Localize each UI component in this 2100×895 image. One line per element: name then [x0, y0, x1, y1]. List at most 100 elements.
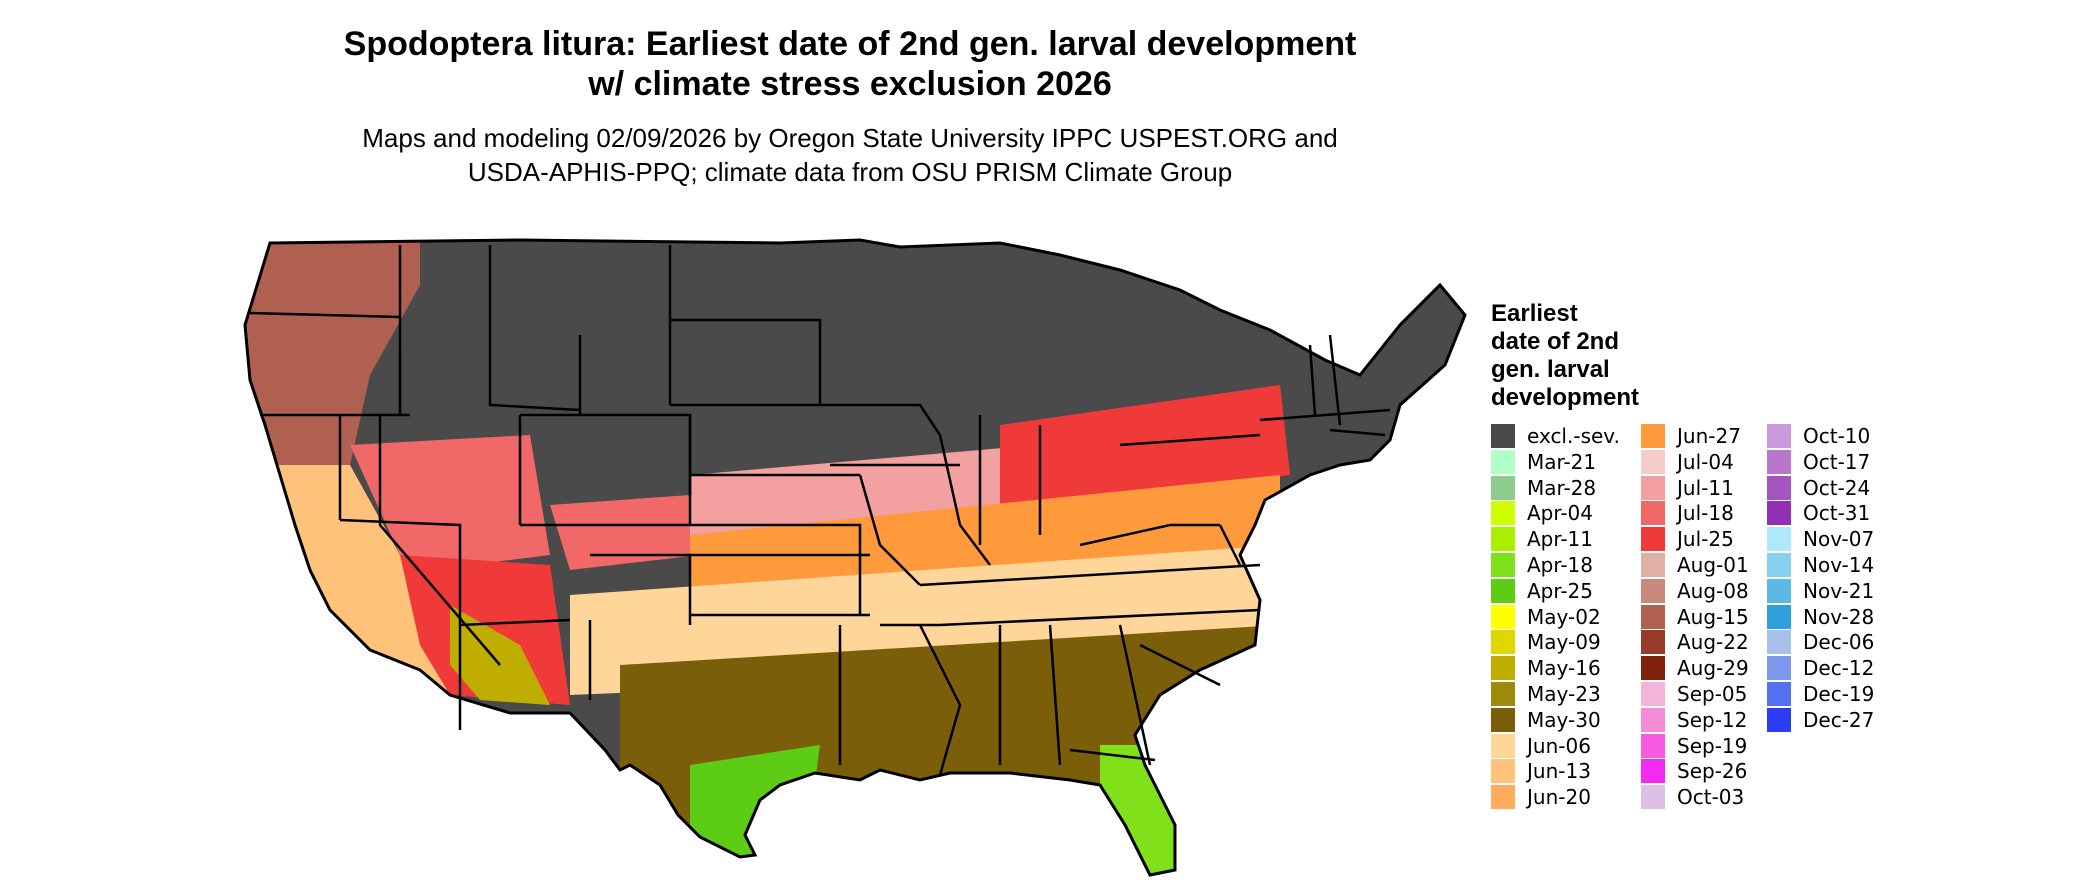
legend-label: Jul-25 [1677, 527, 1734, 552]
zone-arizona-valley [450, 605, 550, 705]
state-border-west-7 [459, 618, 571, 627]
legend-item: Aug-22 [1641, 629, 1749, 655]
legend-swatch [1641, 630, 1665, 655]
legend-swatch [1491, 682, 1515, 706]
zone-great-basin [350, 435, 550, 565]
legend-swatch [1491, 578, 1515, 603]
legend-label: Mar-21 [1527, 449, 1597, 474]
legend-swatch [1641, 527, 1665, 552]
legend-label: Aug-15 [1677, 604, 1749, 629]
legend-item: Dec-06 [1767, 629, 1874, 655]
legend-item: Oct-10 [1767, 423, 1870, 449]
legend-item: excl.-sev. [1491, 423, 1620, 449]
legend-item: Apr-04 [1491, 500, 1593, 526]
legend-item: Jun-06 [1491, 733, 1591, 759]
zone-west-coast [260, 465, 460, 695]
legend-swatch [1491, 527, 1515, 552]
legend-item: Jul-18 [1641, 500, 1734, 526]
legend-swatch [1491, 656, 1515, 681]
legend-label: Jul-04 [1677, 449, 1734, 474]
legend-item: May-23 [1491, 681, 1601, 707]
legend-label: Sep-19 [1677, 733, 1748, 758]
legend-swatch [1641, 604, 1665, 629]
state-border-plains-5 [690, 523, 862, 615]
legend-item: Jul-25 [1641, 526, 1734, 552]
legend-label: May-23 [1527, 682, 1601, 706]
legend-label: Nov-07 [1803, 527, 1875, 552]
legend-swatch [1641, 553, 1665, 577]
state-border-south-5 [1048, 624, 1062, 766]
legend-item: Apr-25 [1491, 578, 1593, 604]
legend-swatch [1641, 656, 1665, 681]
legend-swatch [1491, 707, 1515, 732]
legend-title-line-2: date of 2nd [1491, 328, 1620, 355]
legend-swatch [1491, 424, 1515, 448]
map-title-line-2: w/ climate stress exclusion 2026 [588, 65, 1112, 103]
legend-label: Apr-11 [1527, 527, 1593, 552]
state-border-midwest-3 [858, 474, 921, 586]
legend-item: Nov-21 [1767, 578, 1874, 604]
legend-label: Oct-24 [1803, 475, 1871, 500]
legend-swatch [1767, 424, 1791, 448]
state-border-west-2 [249, 311, 401, 319]
legend-label: Aug-01 [1677, 553, 1749, 577]
legend-label: Jun-20 [1527, 785, 1591, 810]
state-border-northeast-1 [1308, 344, 1317, 416]
state-border-south-6 [1118, 624, 1152, 766]
us-map [243, 238, 1467, 877]
legend-item: Nov-28 [1767, 604, 1874, 630]
legend-label: Sep-26 [1677, 759, 1748, 784]
state-border-midwest-1 [820, 403, 942, 436]
legend-item: Dec-27 [1767, 707, 1874, 733]
legend-label: Mar-28 [1527, 475, 1597, 500]
legend-swatch [1491, 604, 1515, 629]
legend-label: Aug-22 [1677, 630, 1749, 655]
legend-label: Apr-18 [1527, 553, 1593, 577]
state-border-plains-8 [590, 553, 692, 625]
legend-title: Earliest date of 2nd gen. larval develop… [1491, 300, 1691, 412]
legend-label: May-09 [1527, 630, 1601, 655]
legend-swatch [1767, 527, 1791, 552]
state-border-east-1 [1079, 523, 1220, 547]
legend-label: Nov-28 [1803, 604, 1875, 629]
zone-south-texas [690, 745, 820, 875]
legend-item: Jun-13 [1491, 758, 1591, 784]
zone-four-corners [550, 495, 700, 570]
legend-swatch [1491, 553, 1515, 577]
state-border-northeast-2 [1328, 334, 1342, 426]
state-border-south-1 [918, 624, 962, 776]
legend-title-line-1: Earliest [1491, 300, 1578, 327]
legend-item: Sep-19 [1641, 733, 1747, 759]
legend-swatch [1491, 475, 1515, 500]
legend-label: Jul-18 [1677, 501, 1734, 526]
legend-swatch [1767, 656, 1791, 681]
legend-item: Jun-20 [1491, 784, 1591, 810]
legend-swatch [1641, 501, 1665, 526]
legend-label: Dec-19 [1803, 682, 1875, 706]
legend-swatch [1491, 785, 1515, 810]
legend-swatch [1767, 553, 1791, 577]
legend-swatch [1491, 630, 1515, 655]
legend-label: Dec-27 [1803, 707, 1875, 732]
legend-item: Dec-19 [1767, 681, 1874, 707]
legend-swatch [1767, 501, 1791, 526]
legend-item: Sep-26 [1641, 758, 1747, 784]
state-border-west-6 [339, 518, 462, 730]
legend-item: Dec-12 [1767, 655, 1874, 681]
legend-item: Jul-04 [1641, 449, 1734, 475]
legend-swatch [1767, 707, 1791, 732]
legend-swatch [1641, 785, 1665, 810]
legend-item: May-09 [1491, 629, 1601, 655]
state-border-east-2 [1119, 433, 1261, 447]
legend-label: Jun-27 [1677, 424, 1741, 448]
legend-item: May-30 [1491, 707, 1601, 733]
state-border-northeast-4 [1329, 428, 1386, 437]
legend-swatch [1641, 449, 1665, 474]
legend-title-line-4: development [1491, 384, 1640, 411]
map-subtitle-line-2: USDA-APHIS-PPQ; climate data from OSU PR… [467, 157, 1233, 187]
legend-swatch [1767, 604, 1791, 629]
legend-item: Aug-29 [1641, 655, 1749, 681]
legend-item: Jul-11 [1641, 475, 1734, 501]
legend-swatch [1641, 707, 1665, 732]
legend-item: Nov-14 [1767, 552, 1874, 578]
